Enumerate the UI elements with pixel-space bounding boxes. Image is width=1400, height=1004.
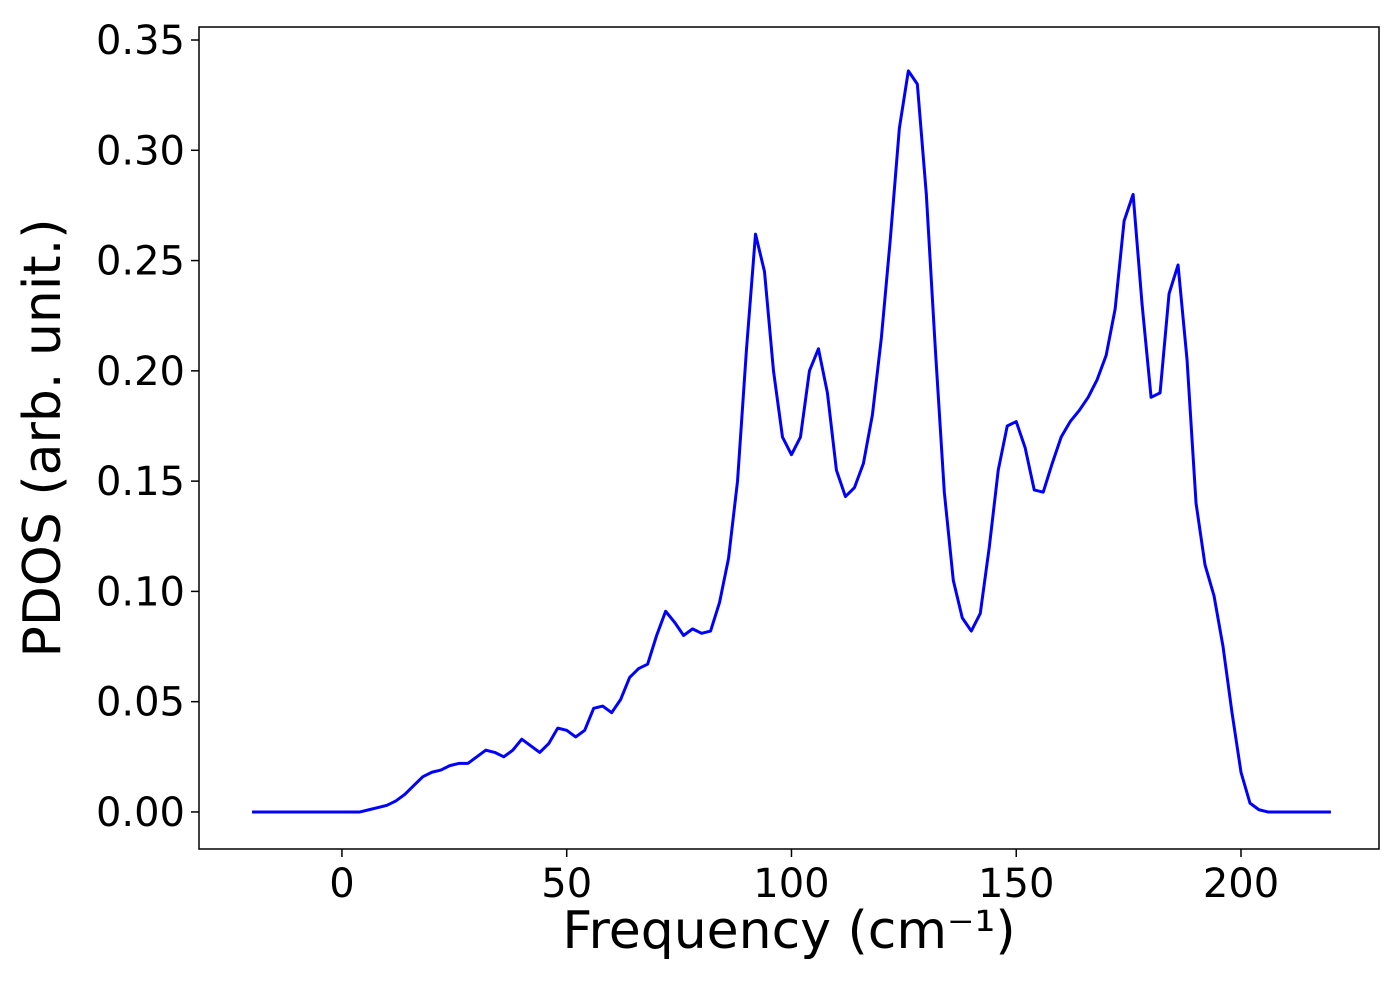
- x-tick-label: 0: [329, 861, 354, 907]
- y-tick-label: 0.20: [96, 349, 185, 395]
- plot-frame: [198, 26, 1380, 850]
- x-tick-label: 50: [541, 861, 592, 907]
- x-tick-label: 200: [1203, 861, 1279, 907]
- y-axis-label: PDOS (arb. unit.): [13, 218, 73, 657]
- y-tick-label: 0.15: [96, 459, 185, 505]
- y-tick-label: 0.10: [96, 569, 185, 615]
- x-axis-label: Frequency (cm⁻¹): [562, 901, 1015, 961]
- y-tick-label: 0.30: [96, 128, 185, 174]
- y-tick-label: 0.35: [96, 18, 185, 64]
- y-tick-label: 0.05: [96, 680, 185, 726]
- y-tick-label: 0.00: [96, 790, 185, 836]
- data-line: [252, 69, 1331, 814]
- x-tick-label: 100: [753, 861, 829, 907]
- x-tick-label: 150: [978, 861, 1054, 907]
- y-tick-label: 0.25: [96, 239, 185, 285]
